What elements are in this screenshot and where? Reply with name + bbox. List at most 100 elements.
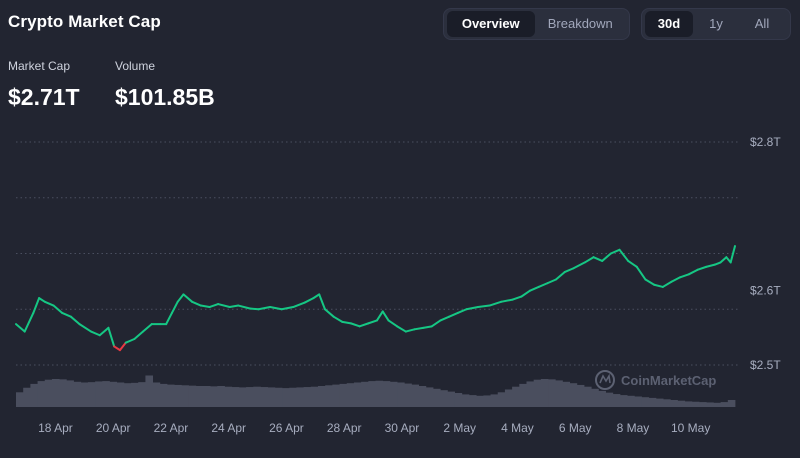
price-line-segment	[32, 297, 41, 314]
x-tick-label: 8 May	[617, 421, 650, 435]
volume-bar	[627, 395, 635, 407]
tab-breakdown[interactable]: Breakdown	[547, 16, 613, 31]
volume-bar	[512, 386, 520, 407]
price-line-segment	[107, 326, 116, 348]
price-line-segment	[404, 328, 416, 333]
price-line-segment	[511, 295, 523, 301]
volume-bar	[339, 383, 348, 407]
x-tick-label: 20 Apr	[96, 421, 131, 435]
volume-bar	[66, 380, 74, 407]
volume-bar	[476, 395, 484, 407]
range-all-button[interactable]: All	[754, 16, 770, 31]
price-line-segment	[176, 293, 185, 303]
price-line-segment	[413, 326, 425, 331]
volume-bar	[497, 392, 506, 407]
volume-bar	[440, 390, 448, 407]
price-line-segment	[269, 306, 283, 311]
volume-bar	[253, 386, 261, 407]
volume-bar	[447, 391, 455, 407]
y-tick-label: $2.6T	[750, 284, 781, 298]
volume-bar	[425, 387, 434, 407]
volume-bar	[361, 381, 369, 407]
price-line-segment	[318, 293, 326, 311]
volume-bar	[59, 379, 67, 407]
volume-bar	[159, 383, 168, 407]
x-tick-label: 30 Apr	[385, 421, 420, 435]
price-line-segment	[729, 245, 736, 264]
volume-bar	[202, 386, 211, 407]
volume-bar	[109, 381, 118, 407]
x-tick-label: 4 May	[501, 421, 534, 435]
volume-bar	[317, 386, 326, 407]
volume-bar	[418, 386, 427, 407]
volume-bar	[368, 381, 376, 407]
tab-overview[interactable]: Overview	[447, 11, 535, 37]
price-line-segment	[687, 268, 699, 276]
coinmarketcap-logo-mark	[599, 373, 611, 384]
volume-bar	[152, 382, 161, 407]
volume-bar	[231, 387, 240, 407]
volume-bar	[325, 385, 333, 407]
price-line-segment	[705, 263, 716, 268]
price-line-segment	[248, 307, 260, 311]
volume-bar	[51, 379, 60, 407]
price-line-segment	[90, 330, 101, 337]
price-line-segment	[618, 248, 630, 262]
price-line-segment	[592, 256, 604, 262]
price-line-segment	[15, 323, 26, 333]
volume-bar	[540, 379, 549, 407]
volume-bar	[246, 387, 254, 407]
price-line-segment	[713, 261, 722, 266]
price-line-segment	[554, 271, 566, 281]
price-line-segment	[528, 285, 540, 292]
price-line-segment	[563, 267, 575, 274]
grid-layer	[16, 141, 740, 366]
price-line-segment	[349, 322, 361, 328]
x-tick-label: 10 May	[671, 421, 710, 435]
volume-bar	[195, 386, 204, 407]
range-1y-button[interactable]: 1y	[709, 16, 723, 31]
volume-bar	[217, 386, 225, 407]
volume-bar	[720, 402, 729, 407]
price-line-segment	[142, 323, 153, 333]
volume-bar	[598, 390, 606, 407]
volume-bar	[210, 386, 218, 407]
volume-bar	[260, 387, 269, 407]
volume-bar	[397, 382, 405, 407]
volume-bar	[23, 387, 31, 407]
volume-bar	[102, 381, 110, 407]
price-line-segment	[537, 282, 549, 288]
volume-bar	[267, 387, 276, 407]
price-line-segment	[653, 283, 664, 288]
volume-bar	[166, 384, 175, 407]
volume-bar	[569, 383, 578, 407]
price-line-segment	[670, 276, 682, 283]
price-line-segment	[113, 345, 121, 352]
volume-bar	[684, 401, 693, 407]
price-line-segment	[719, 256, 728, 264]
price-line-segment	[583, 256, 595, 264]
volume-bar	[382, 381, 391, 407]
price-line-segment	[644, 278, 656, 286]
price-line-segment	[170, 300, 179, 314]
price-line-segment	[191, 300, 202, 307]
volume-bar	[353, 382, 362, 407]
line-layer	[15, 245, 736, 352]
volume-bar	[188, 385, 197, 407]
volume-bar	[468, 395, 477, 407]
volume-bar	[461, 394, 470, 407]
volume-bar	[411, 384, 420, 407]
volume-bar	[238, 387, 247, 407]
volume-bar	[95, 381, 103, 407]
volume-bar	[691, 401, 700, 407]
volume-bar	[404, 383, 412, 407]
volume-bar	[138, 382, 146, 407]
range-30d-button[interactable]: 30d	[645, 11, 693, 37]
volume-bar	[44, 379, 53, 407]
price-line-segment	[396, 325, 407, 333]
range-toggle: 30d 1y All	[641, 8, 791, 40]
volume-bar	[490, 394, 499, 407]
coinmarketcap-logo-icon	[595, 370, 615, 390]
price-line-segment	[182, 293, 194, 303]
